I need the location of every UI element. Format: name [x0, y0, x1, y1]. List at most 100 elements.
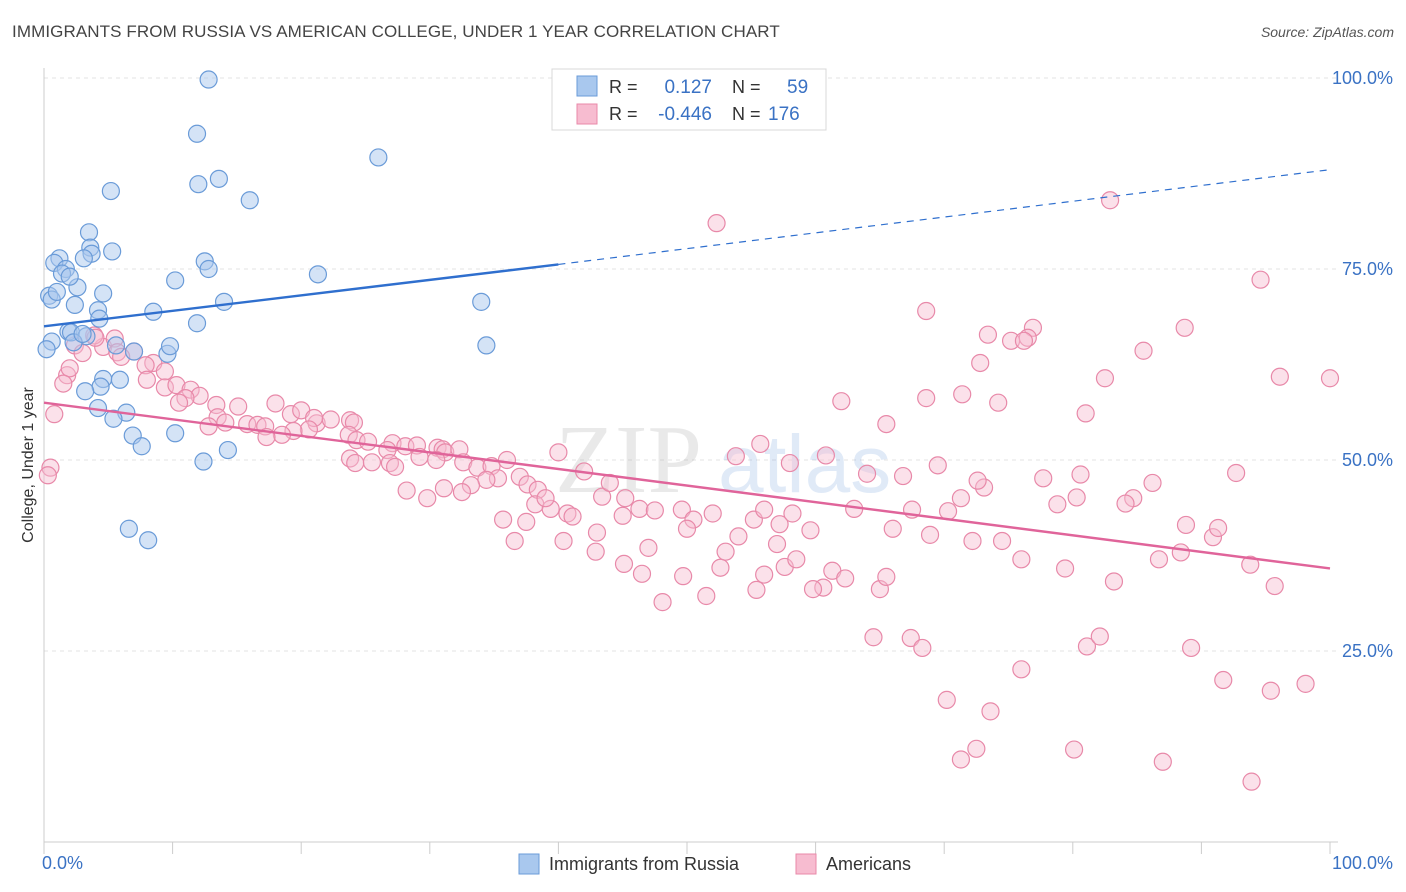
americans-point — [672, 500, 691, 519]
americans-point — [1076, 404, 1095, 423]
americans-point — [536, 489, 555, 508]
chart-title: IMMIGRANTS FROM RUSSIA VS AMERICAN COLLE… — [12, 22, 780, 41]
americans-point — [45, 405, 64, 424]
y-tick-label-25: 25.0% — [1342, 641, 1393, 661]
americans-point — [136, 356, 155, 375]
russia-point — [308, 265, 328, 284]
russia-point — [104, 409, 123, 428]
americans-point — [630, 499, 649, 518]
americans-point — [1209, 518, 1228, 538]
americans-point — [832, 392, 851, 411]
americans-point — [1116, 494, 1135, 513]
americans-point — [1176, 515, 1196, 535]
americans-point — [864, 628, 883, 647]
americans-point — [505, 531, 524, 551]
watermark-atlas: atlas — [718, 419, 891, 510]
americans-point — [938, 502, 958, 521]
americans-point — [920, 525, 940, 544]
americans-point — [770, 515, 789, 534]
legend-swatch-americans — [576, 103, 598, 125]
americans-point — [893, 466, 913, 486]
americans-point — [677, 519, 697, 538]
americans-point — [1242, 772, 1261, 791]
russia-point — [189, 175, 208, 194]
americans-point — [1104, 572, 1124, 591]
legend-bottom-swatch-russia — [518, 853, 540, 875]
americans-point — [928, 456, 947, 475]
russia-point — [60, 267, 79, 286]
americans-point — [989, 393, 1008, 412]
russia-point — [91, 377, 110, 396]
americans-point — [593, 487, 612, 506]
americans-point — [857, 464, 877, 483]
americans-point — [1077, 637, 1097, 656]
americans-point — [968, 471, 987, 490]
legend-bottom-swatch-americans — [795, 853, 817, 875]
russia-point — [106, 336, 126, 355]
americans-point — [362, 453, 382, 472]
americans-point — [1023, 318, 1043, 337]
americans-point — [1012, 550, 1031, 569]
americans-point — [321, 410, 340, 429]
legend-r-label-russia: R = — [609, 77, 638, 97]
americans-point — [639, 538, 658, 557]
americans-point — [554, 531, 573, 551]
americans-point — [1296, 674, 1315, 693]
legend-n-label-americans: N = — [732, 104, 761, 124]
americans-point — [1067, 488, 1086, 507]
americans-point — [190, 386, 209, 405]
russia-point — [472, 292, 491, 311]
russia-point — [166, 271, 185, 290]
russia-point — [139, 531, 158, 550]
americans-point — [587, 523, 607, 542]
americans-point — [600, 473, 619, 493]
source-label: Source: ZipAtlas.com — [1260, 24, 1394, 40]
americans-point — [1261, 681, 1280, 700]
russia-point — [79, 223, 99, 242]
russia-point — [214, 292, 234, 311]
russia-point — [132, 437, 151, 456]
russia-point — [369, 148, 388, 167]
russia-point — [101, 181, 120, 201]
legend-r-value-russia: 0.127 — [664, 77, 712, 98]
russia-point — [166, 424, 185, 443]
y-tick-label-50: 50.0% — [1342, 450, 1393, 470]
americans-point — [978, 325, 998, 344]
americans-point — [751, 434, 770, 454]
americans-point — [1134, 341, 1153, 360]
watermark: ZIP atlas — [555, 406, 891, 514]
americans-point — [787, 550, 806, 569]
americans-point — [216, 413, 235, 432]
russia-point — [74, 249, 93, 268]
legend-bottom-label-americans: Americans — [826, 854, 911, 874]
axes — [43, 68, 1338, 854]
americans-point — [1143, 473, 1162, 493]
americans-point — [971, 353, 990, 373]
russia-point — [160, 337, 180, 356]
americans-point — [1265, 576, 1284, 596]
russia-point — [124, 342, 144, 361]
russia-point — [37, 340, 56, 359]
americans-point — [1227, 463, 1246, 483]
y-tick-label-100: 100.0% — [1332, 68, 1393, 88]
russia-point — [199, 70, 218, 89]
americans-point — [917, 301, 936, 321]
americans-point — [1251, 270, 1270, 289]
americans-point — [632, 564, 652, 583]
americans-point — [497, 450, 517, 470]
legend-swatch-russia — [576, 75, 598, 97]
americans-point — [563, 507, 582, 526]
americans-point — [755, 565, 774, 584]
americans-point — [229, 397, 248, 416]
americans-point — [1214, 670, 1233, 690]
americans-point — [755, 500, 774, 519]
americans-point — [937, 690, 956, 709]
americans-point — [494, 510, 513, 529]
russia-point — [47, 282, 66, 302]
americans-point — [901, 628, 920, 648]
russia-point — [65, 295, 84, 315]
russia-point — [103, 242, 122, 261]
americans-point — [1149, 550, 1169, 569]
americans-point — [38, 466, 57, 485]
americans-point — [427, 450, 446, 470]
